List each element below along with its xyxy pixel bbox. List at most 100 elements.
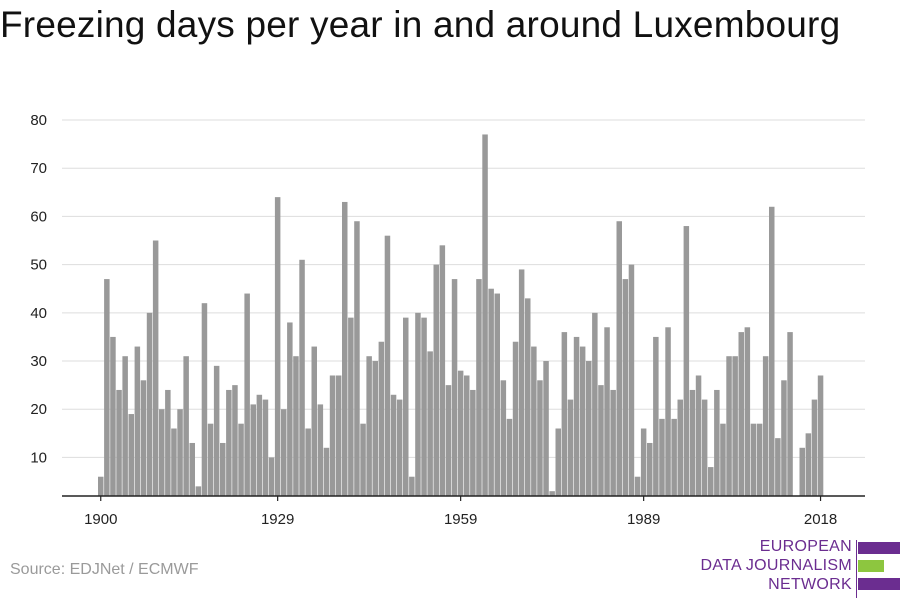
x-tick-label: 1900 [84, 511, 117, 528]
bar-2013 [787, 332, 793, 496]
bar-1995 [677, 399, 683, 496]
bar-1962 [476, 279, 482, 496]
bar-1958 [451, 279, 458, 496]
bar-1961 [470, 389, 476, 496]
bar-1972 [537, 380, 543, 496]
bar-1959 [457, 370, 464, 496]
bar-1947 [384, 235, 391, 496]
bar-1914 [183, 356, 189, 496]
bar-1919 [213, 365, 220, 496]
bar-2002 [720, 423, 726, 496]
bar-1956 [439, 245, 446, 496]
bar-2004 [732, 356, 738, 496]
edjnet-logo: EUROPEAN DATA JOURNALISM NETWORK [700, 538, 900, 598]
bar-1981 [592, 312, 598, 496]
logo-line-3: NETWORK [768, 576, 852, 593]
bar-1991 [653, 336, 659, 496]
bar-1915 [189, 442, 195, 496]
bar-1936 [317, 404, 324, 496]
bar-2001 [714, 389, 720, 496]
bar-1960 [464, 375, 470, 496]
bar-1943 [360, 423, 366, 496]
bar-1986 [622, 279, 629, 496]
bar-1942 [354, 221, 360, 497]
bar-1909 [152, 240, 159, 496]
bar-1934 [305, 428, 311, 496]
bar-1946 [378, 341, 385, 496]
bar-1912 [171, 428, 177, 496]
bar-1980 [586, 361, 592, 496]
y-axis-labels: 10 20 30 40 50 60 70 80 [30, 112, 47, 466]
bar-1902 [110, 336, 116, 496]
bar-1989 [640, 428, 647, 496]
y-tick-label: 10 [30, 449, 47, 466]
bar-2006 [744, 327, 751, 496]
bar-1976 [561, 332, 568, 496]
bar-1955 [433, 264, 439, 496]
bar-1938 [329, 375, 336, 496]
bar-1929 [274, 197, 281, 496]
bar-1951 [409, 476, 415, 496]
bar-1969 [518, 269, 525, 496]
bar-1918 [207, 423, 214, 496]
bar-1910 [159, 409, 165, 496]
bar-2005 [738, 332, 744, 496]
logo-bar-green [858, 560, 884, 572]
bar-1933 [299, 259, 305, 496]
logo-line-1: EUROPEAN [759, 538, 852, 555]
bar-1997 [689, 389, 696, 496]
x-tick-label: 1959 [444, 511, 477, 528]
bar-1966 [500, 380, 507, 496]
bar-1944 [366, 356, 372, 496]
bar-1970 [525, 298, 531, 496]
bar-1977 [567, 399, 574, 496]
x-tick-label: 1929 [261, 511, 294, 528]
bar-1931 [287, 322, 293, 496]
y-tick-label: 50 [30, 257, 47, 274]
bar-1963 [482, 134, 488, 496]
bar-1987 [628, 264, 635, 496]
bars [98, 134, 824, 497]
bar-1999 [701, 399, 708, 496]
gridlines [62, 119, 865, 458]
logo-line-2: DATA JOURNALISM [700, 557, 852, 574]
bar-1932 [293, 356, 299, 496]
y-tick-label: 80 [30, 112, 47, 129]
bar-1927 [262, 399, 269, 496]
bar-1964 [488, 288, 494, 496]
bar-1930 [281, 409, 287, 496]
bar-1935 [311, 346, 317, 496]
bar-1916 [195, 486, 202, 496]
bar-1904 [122, 356, 128, 496]
logo-bar-purple-bottom [858, 578, 900, 590]
bar-1950 [403, 317, 409, 496]
bar-1982 [598, 385, 604, 496]
bar-1949 [396, 399, 403, 496]
bar-2010 [769, 206, 775, 496]
bar-2000 [708, 467, 714, 496]
bar-2018 [817, 375, 824, 496]
bar-1954 [427, 351, 433, 496]
x-axis [62, 495, 865, 501]
bar-1903 [116, 389, 122, 496]
bar-1990 [647, 442, 653, 496]
bar-2003 [726, 356, 732, 496]
bar-1988 [634, 476, 641, 496]
bar-1908 [146, 312, 153, 496]
bar-1925 [250, 404, 256, 496]
bar-1957 [445, 385, 452, 496]
bar-2009 [762, 356, 769, 496]
bar-1983 [604, 327, 610, 496]
bar-2008 [756, 423, 763, 496]
x-tick-label: 1989 [627, 511, 660, 528]
bar-1940 [342, 201, 348, 496]
y-tick-label: 30 [30, 353, 47, 370]
bar-1985 [616, 221, 622, 497]
source-note: Source: EDJNet / ECMWF [10, 561, 199, 578]
bar-1920 [220, 442, 226, 496]
bar-1900 [98, 476, 104, 496]
bar-1971 [531, 346, 537, 496]
bar-1913 [177, 409, 183, 496]
bar-2007 [750, 423, 757, 496]
bar-1926 [256, 394, 263, 496]
